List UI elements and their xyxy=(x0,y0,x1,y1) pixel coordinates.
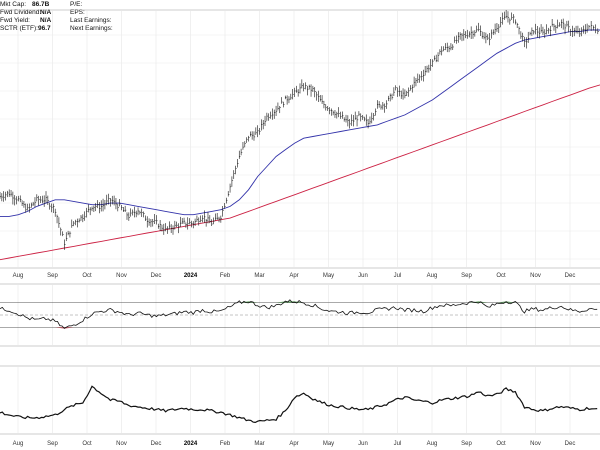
oscillator-panel xyxy=(0,299,600,329)
price-panel xyxy=(0,10,600,261)
info-value: 96.7 xyxy=(38,25,51,32)
x-tick-label: Oct xyxy=(82,273,92,279)
x-tick-label: Aug xyxy=(427,273,438,279)
x-tick-label: 2024 xyxy=(184,273,198,279)
info-row: Mkt Cap: 86.7B xyxy=(0,1,51,9)
info-label: Mkt Cap: xyxy=(0,1,27,8)
overbought-fill xyxy=(276,301,286,303)
x-tick-label: Oct xyxy=(82,441,92,447)
info-row: Fwd Yield: N/A xyxy=(0,17,51,25)
x-tick-label: Feb xyxy=(220,273,231,279)
ma-long-line xyxy=(0,84,600,261)
x-tick-label: Jul xyxy=(394,273,402,279)
info-label: SCTR (ETF): xyxy=(0,25,38,32)
info-label: P/E: xyxy=(70,1,83,8)
info-row: P/E: xyxy=(70,1,113,9)
x-tick-label: Aug xyxy=(13,273,24,279)
x-tick-label: Dec xyxy=(565,441,576,447)
x-tick-label: Oct xyxy=(496,273,506,279)
info-label: EPS: xyxy=(70,9,85,16)
oscillator-line xyxy=(0,299,598,329)
x-tick-label: Dec xyxy=(565,273,576,279)
x-tick-label: Dec xyxy=(151,273,162,279)
x-tick-label: 2024 xyxy=(184,441,198,447)
x-tick-label: Mar xyxy=(254,273,264,279)
x-tick-label: Aug xyxy=(13,441,24,447)
volume-line xyxy=(0,385,598,424)
info-row: Fwd Dividend: N/A xyxy=(0,9,51,17)
x-tick-label: Nov xyxy=(116,441,127,447)
x-tick-label: Jul xyxy=(394,441,402,447)
x-tick-label: Apr xyxy=(289,273,298,279)
info-label: Fwd Dividend: xyxy=(0,9,42,16)
x-tick-label: May xyxy=(323,441,334,447)
oversold-fill xyxy=(55,327,65,329)
x-tick-label: Jun xyxy=(358,273,368,279)
info-row: Next Earnings: xyxy=(70,25,113,33)
info-row: SCTR (ETF): 96.7 xyxy=(0,25,51,33)
x-axis-ticks: Aug Aug Sep Sep Oct Oct Nov Nov Dec Dec 2024 2024 Fe… xyxy=(13,273,576,447)
overbought-fill xyxy=(248,301,258,303)
info-left: Mkt Cap: 86.7B Fwd Dividend: N/A Fwd Yield… xyxy=(0,1,51,33)
x-tick-label: Nov xyxy=(116,273,127,279)
x-tick-label: Sep xyxy=(461,273,472,279)
x-tick-label: Aug xyxy=(427,441,438,447)
info-label: Next Earnings: xyxy=(70,25,113,32)
x-tick-label: Nov xyxy=(530,273,541,279)
x-tick-label: Nov xyxy=(530,441,541,447)
x-tick-label: Sep xyxy=(461,441,472,447)
info-right: P/E: EPS: Last Earnings: Next Earnings: xyxy=(70,1,113,33)
grid-lines xyxy=(0,9,600,435)
x-tick-label: Apr xyxy=(289,441,298,447)
info-value: N/A xyxy=(40,17,52,24)
info-label: Last Earnings: xyxy=(70,17,112,24)
x-tick-label: Mar xyxy=(254,441,264,447)
ma-short-line xyxy=(0,29,600,217)
oversold-fill xyxy=(64,327,74,329)
info-value: N/A xyxy=(40,9,52,16)
x-tick-label: Dec xyxy=(151,441,162,447)
x-tick-label: Sep xyxy=(47,441,58,447)
x-tick-label: Feb xyxy=(220,441,231,447)
info-row: EPS: xyxy=(70,9,113,17)
x-tick-label: Sep xyxy=(47,273,58,279)
overbought-fill xyxy=(478,301,488,303)
x-tick-label: Oct xyxy=(496,441,506,447)
volume-panel xyxy=(0,385,598,424)
info-row: Last Earnings: xyxy=(70,17,113,25)
x-tick-label: May xyxy=(323,273,334,279)
x-tick-label: Jun xyxy=(358,441,368,447)
info-value: 86.7B xyxy=(32,1,50,8)
info-label: Fwd Yield: xyxy=(0,17,30,24)
overbought-fill xyxy=(496,301,507,303)
